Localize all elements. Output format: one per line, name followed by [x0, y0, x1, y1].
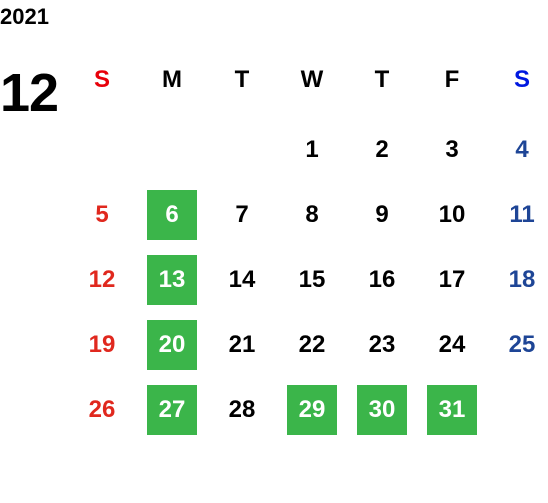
weekday-label: W: [300, 66, 324, 93]
day: 21: [228, 331, 256, 358]
day: 2: [375, 136, 389, 163]
day: 26: [88, 396, 116, 423]
day: 7: [235, 201, 249, 228]
day: 17: [438, 266, 466, 293]
day: 14: [228, 266, 256, 293]
year: 2021: [0, 4, 49, 29]
day: 12: [88, 266, 116, 293]
weekday-label: M: [162, 66, 182, 93]
month: 12: [0, 63, 59, 123]
day: 1: [305, 136, 319, 163]
weekday-label: S: [93, 66, 110, 93]
marked-day: 29: [287, 385, 337, 435]
marked-day: 6: [147, 190, 197, 240]
day: 10: [438, 201, 466, 228]
weekday-label: F: [444, 66, 460, 93]
day: 28: [228, 396, 256, 423]
day: 5: [95, 201, 109, 228]
day: 9: [375, 201, 389, 228]
day: 24: [438, 331, 466, 358]
day: 15: [298, 266, 326, 293]
day: 3: [445, 136, 459, 163]
marked-day: 27: [147, 385, 197, 435]
marked-day: 20: [147, 320, 197, 370]
day: 11: [509, 201, 535, 228]
day: 23: [368, 331, 396, 358]
weekday-label: T: [234, 66, 250, 93]
marked-day: 13: [147, 255, 197, 305]
marked-day: 30: [357, 385, 407, 435]
day: 19: [88, 331, 116, 358]
day: 18: [508, 266, 536, 293]
marked-day: 31: [427, 385, 477, 435]
day: 16: [368, 266, 396, 293]
weekday-label: S: [513, 66, 530, 93]
day: 25: [508, 331, 536, 358]
day: 4: [515, 136, 529, 163]
weekday-label: T: [374, 66, 390, 93]
day: 8: [305, 201, 319, 228]
day: 22: [298, 331, 326, 358]
